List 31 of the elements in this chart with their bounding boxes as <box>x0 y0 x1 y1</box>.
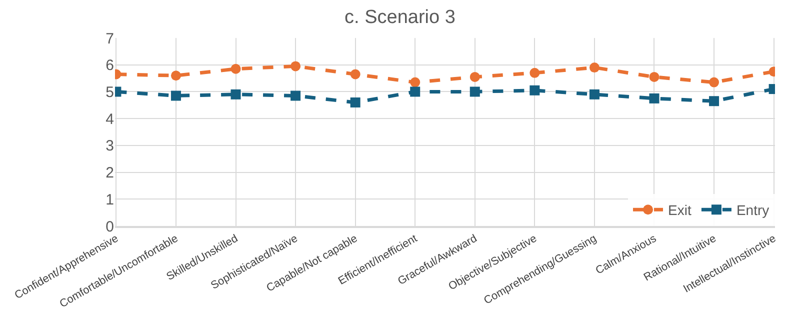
point <box>170 90 181 101</box>
point <box>649 72 660 82</box>
chart-title: c. Scenario 3 <box>344 6 456 28</box>
point <box>410 86 420 97</box>
point <box>530 68 540 78</box>
legend-label: Exit <box>668 202 692 218</box>
y-tick-label: 6 <box>106 57 114 74</box>
point <box>470 86 480 97</box>
point <box>649 93 660 104</box>
point <box>290 90 301 101</box>
point <box>589 89 600 100</box>
legend-label: Entry <box>736 202 770 218</box>
point <box>709 96 720 106</box>
point <box>170 70 181 81</box>
y-tick-label: 3 <box>106 138 114 155</box>
point <box>709 77 720 88</box>
point <box>530 85 540 96</box>
y-tick-label: 4 <box>106 110 114 128</box>
point <box>350 97 360 108</box>
point <box>470 72 480 82</box>
y-tick-label: 7 <box>106 30 114 48</box>
point <box>230 89 241 100</box>
y-tick-label: 5 <box>106 84 114 101</box>
point <box>230 64 241 74</box>
point <box>410 77 420 88</box>
y-tick-label: 0 <box>106 218 114 236</box>
point <box>589 62 600 73</box>
y-tick-label: 2 <box>106 164 114 182</box>
point <box>290 61 301 72</box>
point <box>350 69 360 80</box>
y-tick-label: 1 <box>106 191 114 208</box>
